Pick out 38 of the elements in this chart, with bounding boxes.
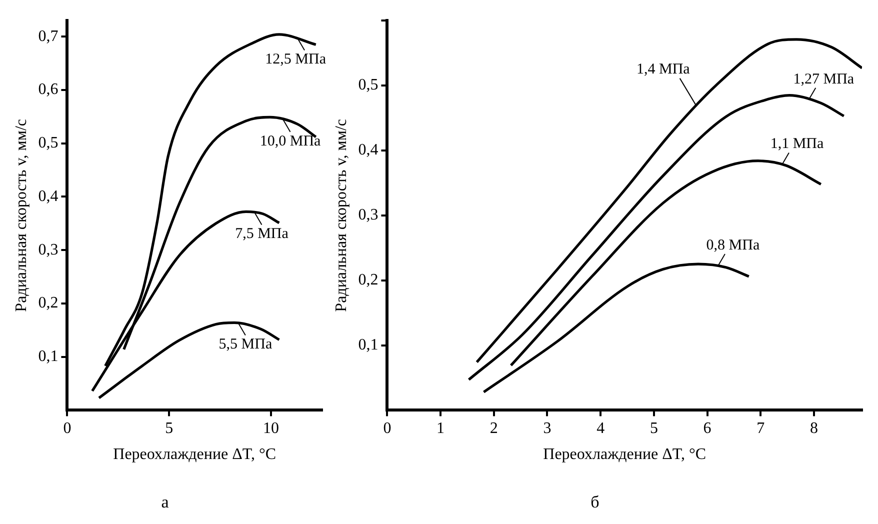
annotation: 5,5 МПа xyxy=(218,336,272,353)
annotation: 0,8 МПа xyxy=(706,237,760,254)
y-tick-label: 0,7 xyxy=(38,28,58,45)
y-tick-label: 0,2 xyxy=(38,294,58,312)
y-tick-label: 0,4 xyxy=(38,188,58,205)
annotation: 10,0 МПа xyxy=(260,133,322,150)
annotation: 1,4 МПа xyxy=(636,62,690,78)
x-tick-label: 8 xyxy=(810,420,818,438)
annotation: 12,5 МПа xyxy=(265,52,326,68)
y-tick-label: 0,1 xyxy=(38,348,58,366)
y-tick-label: 0,3 xyxy=(358,206,378,224)
y-axis-title: Радиальная скорость v, мм/с xyxy=(332,118,350,312)
x-axis-title: Переохлаждение ΔT, °C xyxy=(113,446,276,464)
y-tick-label: 0,5 xyxy=(38,134,58,152)
y-tick-label: 0,3 xyxy=(38,241,58,258)
y-tick-label: 0,6 xyxy=(38,81,58,98)
x-tick-label: 3 xyxy=(543,420,552,438)
x-tick-label: 0 xyxy=(383,420,392,438)
y-tick-label: 0,4 xyxy=(358,142,378,159)
x-tick-label: 0 xyxy=(63,420,72,438)
x-tick-label: 5 xyxy=(650,420,658,438)
x-tick-label: 7 xyxy=(756,420,765,438)
x-tick-label: 4 xyxy=(596,420,605,438)
x-axis-title: Переохлаждение ΔT, °C xyxy=(543,446,706,464)
y-tick-label: 0,1 xyxy=(358,336,378,354)
annotation: 1,1 МПа xyxy=(770,136,824,152)
text: а xyxy=(161,492,170,512)
annotation: 1,27 МПа xyxy=(793,71,854,88)
y-axis-title: Радиальная скорость v, мм/с xyxy=(12,118,30,312)
x-tick-label: 10 xyxy=(263,420,280,438)
y-tick-label: 0,2 xyxy=(358,272,378,289)
x-tick-label: 5 xyxy=(165,420,174,438)
x-tick-label: 1 xyxy=(436,420,445,438)
text: б xyxy=(590,492,600,512)
annotation: 7,5 МПа xyxy=(235,226,289,242)
x-tick-label: 6 xyxy=(703,420,712,438)
y-tick-label: 0,5 xyxy=(358,76,378,94)
x-tick-label: 2 xyxy=(490,420,498,438)
